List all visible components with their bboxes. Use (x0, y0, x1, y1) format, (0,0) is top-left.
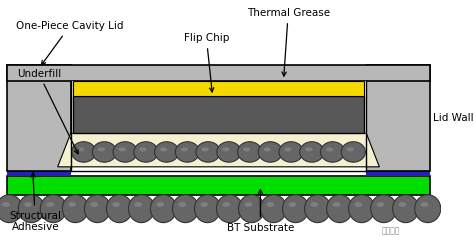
Ellipse shape (201, 147, 209, 152)
Ellipse shape (217, 142, 241, 162)
Ellipse shape (245, 202, 252, 207)
Ellipse shape (118, 147, 126, 152)
Ellipse shape (90, 202, 98, 207)
Text: 老秦说芯: 老秦说芯 (381, 227, 400, 236)
Ellipse shape (237, 142, 262, 162)
Ellipse shape (266, 202, 274, 207)
Text: Underfill: Underfill (17, 69, 78, 154)
Bar (8, 167, 71, 176)
Bar (8, 176, 429, 195)
Ellipse shape (112, 202, 120, 207)
Ellipse shape (341, 142, 365, 162)
Ellipse shape (134, 142, 158, 162)
Bar (366, 64, 429, 171)
Ellipse shape (371, 195, 397, 223)
Ellipse shape (40, 195, 66, 223)
Ellipse shape (139, 147, 146, 152)
Text: Lid Wall: Lid Wall (433, 113, 474, 123)
Ellipse shape (155, 142, 179, 162)
Ellipse shape (173, 195, 199, 223)
Ellipse shape (326, 147, 333, 152)
Text: One-Piece Cavity Lid: One-Piece Cavity Lid (16, 21, 124, 65)
Ellipse shape (160, 147, 167, 152)
Ellipse shape (72, 142, 96, 162)
Ellipse shape (175, 142, 200, 162)
Ellipse shape (196, 142, 220, 162)
Text: Thermal Grease: Thermal Grease (246, 8, 330, 76)
Ellipse shape (84, 195, 110, 223)
Polygon shape (58, 133, 379, 167)
Bar (8, 64, 429, 81)
Bar (73, 96, 365, 133)
Ellipse shape (284, 147, 292, 152)
Ellipse shape (150, 195, 176, 223)
Ellipse shape (222, 202, 230, 207)
Ellipse shape (63, 195, 88, 223)
Ellipse shape (194, 195, 220, 223)
Ellipse shape (261, 195, 287, 223)
Text: BT Substrate: BT Substrate (227, 190, 294, 233)
Bar (73, 81, 365, 96)
Ellipse shape (128, 195, 155, 223)
Ellipse shape (399, 202, 406, 207)
Ellipse shape (46, 202, 54, 207)
Ellipse shape (288, 202, 296, 207)
Ellipse shape (305, 195, 330, 223)
Ellipse shape (106, 195, 132, 223)
Ellipse shape (24, 202, 32, 207)
Ellipse shape (181, 147, 188, 152)
Ellipse shape (134, 202, 142, 207)
Ellipse shape (238, 195, 264, 223)
Ellipse shape (348, 195, 374, 223)
Ellipse shape (310, 202, 318, 207)
Ellipse shape (279, 142, 303, 162)
Ellipse shape (178, 202, 186, 207)
Ellipse shape (217, 195, 243, 223)
Ellipse shape (305, 147, 312, 152)
Ellipse shape (258, 142, 283, 162)
Ellipse shape (415, 195, 441, 223)
Ellipse shape (346, 147, 354, 152)
Bar (366, 167, 429, 176)
Ellipse shape (98, 147, 105, 152)
Ellipse shape (92, 142, 117, 162)
Ellipse shape (320, 142, 345, 162)
Bar (71, 81, 366, 171)
Ellipse shape (392, 195, 419, 223)
Ellipse shape (355, 202, 362, 207)
Ellipse shape (420, 202, 428, 207)
Ellipse shape (77, 147, 84, 152)
Ellipse shape (332, 202, 340, 207)
Ellipse shape (18, 195, 45, 223)
Ellipse shape (283, 195, 309, 223)
Ellipse shape (0, 195, 22, 223)
Ellipse shape (68, 202, 76, 207)
Ellipse shape (327, 195, 353, 223)
Ellipse shape (243, 147, 250, 152)
Ellipse shape (264, 147, 271, 152)
Text: Structural
Adhesive: Structural Adhesive (9, 173, 61, 232)
Ellipse shape (2, 202, 10, 207)
Text: Flip Chip: Flip Chip (184, 33, 229, 92)
Ellipse shape (222, 147, 229, 152)
Ellipse shape (201, 202, 208, 207)
Bar (8, 64, 71, 171)
Ellipse shape (300, 142, 324, 162)
Ellipse shape (113, 142, 137, 162)
Ellipse shape (376, 202, 384, 207)
Ellipse shape (156, 202, 164, 207)
